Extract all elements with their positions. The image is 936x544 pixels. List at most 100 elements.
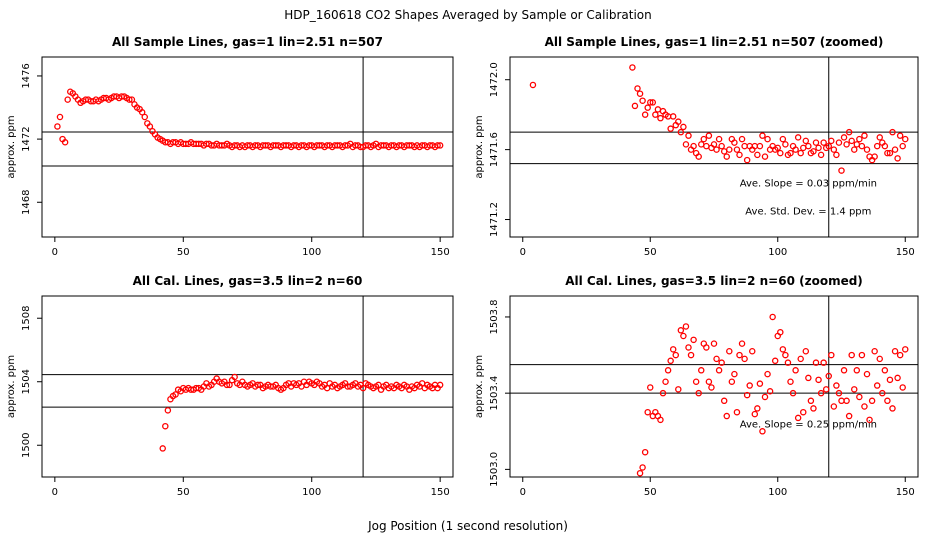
- panel-cal: All Cal. Lines, gas=3.5 lin=2 n=60 0 50 100…: [6, 274, 454, 498]
- data-point: [715, 367, 723, 374]
- data-point: [800, 408, 807, 416]
- data-point: [873, 142, 881, 150]
- data-point: [838, 397, 845, 405]
- plot-frame: [41, 56, 454, 238]
- data-point: [891, 348, 899, 355]
- data-point: [861, 132, 868, 139]
- data-point: [639, 464, 646, 471]
- data-point: [61, 139, 69, 146]
- data-point: [805, 374, 812, 382]
- data-point: [695, 153, 702, 160]
- data-point: [659, 389, 667, 397]
- data-point: [726, 146, 733, 153]
- data-point: [764, 370, 771, 378]
- data-point: [741, 142, 748, 150]
- data-point: [876, 134, 884, 141]
- data-point: [779, 346, 787, 353]
- data-point: [434, 142, 441, 149]
- y-tick-label: 1472.0: [489, 62, 500, 97]
- x-tick-label: 100: [302, 487, 321, 498]
- data-point: [838, 167, 845, 174]
- data-point: [728, 378, 736, 385]
- data-point: [858, 351, 866, 359]
- data-point: [687, 351, 695, 359]
- data-point: [713, 146, 720, 153]
- data-point: [810, 148, 817, 155]
- data-point: [715, 135, 723, 143]
- annotation-text: Ave. Std. Dev. = 1.4 ppm: [745, 206, 871, 217]
- data-point: [726, 348, 733, 355]
- annotation-text: Ave. Slope = 0.03 ppm/min: [740, 178, 877, 189]
- y-axis-label: approx. ppm: [6, 355, 17, 418]
- data-point: [891, 146, 899, 153]
- data-point: [848, 137, 855, 145]
- x-tick-label: 50: [644, 247, 657, 258]
- y-tick-label: 1508: [21, 306, 32, 331]
- data-point: [810, 405, 817, 412]
- data-point: [792, 367, 799, 374]
- data-point: [710, 141, 718, 148]
- panel-sample: All Sample Lines, gas=1 lin=2.51 n=507 0 5…: [6, 35, 454, 258]
- data-point: [835, 389, 843, 397]
- x-tick-label: 0: [52, 487, 58, 498]
- data-point: [692, 378, 700, 385]
- data-point: [746, 382, 753, 389]
- panel-cal-zoomed: All Cal. Lines, gas=3.5 lin=2 n=60 (zoom…: [474, 274, 919, 498]
- data-point: [899, 384, 906, 391]
- data-point: [738, 135, 746, 143]
- data-point: [756, 142, 764, 150]
- data-point: [723, 153, 731, 160]
- data-point: [779, 135, 787, 143]
- data-point: [761, 393, 769, 401]
- data-point: [866, 416, 873, 424]
- data-point: [840, 134, 848, 141]
- data-point: [848, 351, 855, 359]
- data-point: [639, 97, 646, 104]
- data-point: [807, 397, 815, 405]
- data-point: [647, 99, 654, 106]
- panel-sample-zoomed: All Sample Lines, gas=1 lin=2.51 n=507 (…: [474, 35, 919, 258]
- data-point: [736, 351, 743, 359]
- data-point: [652, 111, 659, 118]
- data-point: [733, 408, 741, 416]
- data-point: [856, 135, 863, 143]
- plot-frame: [41, 295, 454, 478]
- data-point: [723, 412, 731, 420]
- data-point: [759, 132, 766, 139]
- data-point: [771, 357, 779, 365]
- data-point: [708, 384, 715, 391]
- data-point: [644, 408, 651, 416]
- data-point: [787, 378, 794, 385]
- data-point: [629, 64, 636, 71]
- data-point: [851, 146, 858, 153]
- data-point: [718, 142, 725, 150]
- data-point: [812, 359, 820, 366]
- panel-title: All Sample Lines, gas=1 lin=2.51 n=507 (…: [545, 35, 884, 49]
- data-point: [853, 367, 861, 374]
- data-point: [141, 113, 148, 121]
- data-point: [820, 359, 827, 366]
- x-tick-label: 50: [644, 487, 657, 498]
- data-point: [657, 416, 664, 424]
- data-point: [754, 405, 761, 412]
- data-point: [754, 151, 761, 159]
- data-point: [861, 403, 868, 410]
- x-tick-label: 0: [520, 487, 526, 498]
- data-point: [868, 397, 876, 405]
- data-point: [889, 405, 896, 412]
- data-point: [835, 139, 843, 146]
- data-point: [690, 142, 697, 150]
- data-point: [899, 142, 906, 150]
- data-point: [731, 139, 738, 146]
- data-point: [871, 348, 878, 355]
- data-point: [677, 327, 685, 334]
- data-point: [700, 135, 708, 143]
- y-axis-label: approx. ppm: [474, 355, 485, 418]
- data-point: [641, 448, 649, 456]
- figure-xlabel: Jog Position (1 second resolution): [367, 519, 568, 533]
- data-point: [884, 397, 891, 405]
- figure-title: HDP_160618 CO2 Shapes Averaged by Sample…: [284, 8, 651, 22]
- data-point: [863, 146, 871, 153]
- data-point: [797, 149, 804, 157]
- x-tick-label: 0: [52, 247, 58, 258]
